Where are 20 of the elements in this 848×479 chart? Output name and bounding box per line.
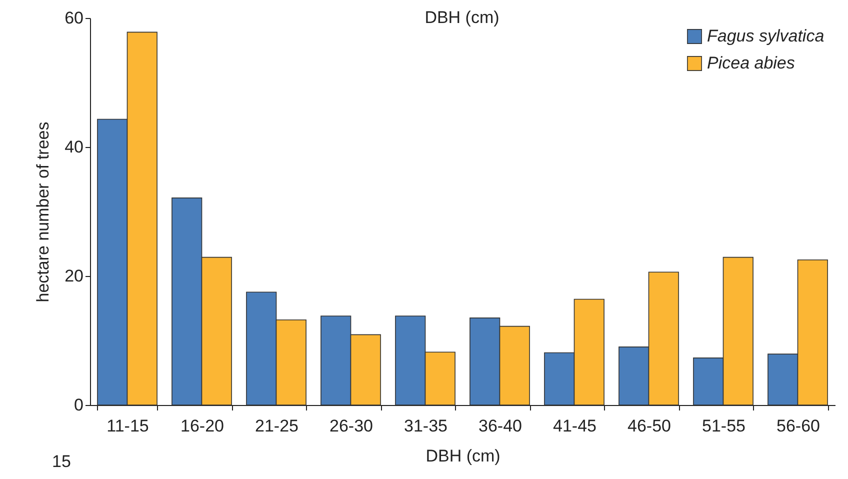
x-tick-label: 56-60 [776, 416, 820, 436]
x-tick-label: 41-45 [553, 416, 596, 436]
y-tick-label: 60 [64, 8, 84, 28]
y-axis-title: hectare number of trees [34, 122, 53, 302]
y-tick-label: 0 [74, 396, 84, 414]
legend-label: Fagus sylvatica [707, 26, 824, 46]
x-tick-label: 46-50 [628, 416, 671, 436]
annotation: DBH (cm) [424, 8, 500, 28]
x-tick-label: 26-30 [330, 416, 373, 436]
legend-label: Picea abies [707, 54, 796, 72]
x-tick-label: 36-40 [478, 416, 522, 436]
x-tick-label: 31-35 [404, 416, 448, 436]
y-tick-label: 40 [64, 138, 84, 156]
x-tick-label: 51-55 [702, 416, 746, 436]
x-tick-label: 11-15 [106, 416, 149, 436]
x-tick-label: 16-20 [180, 416, 224, 436]
x-tick-label: 21-25 [255, 416, 298, 436]
x-axis-title: DBH (cm) [426, 446, 500, 466]
y-tick-label: 20 [64, 266, 84, 286]
text: 15 [52, 452, 71, 472]
